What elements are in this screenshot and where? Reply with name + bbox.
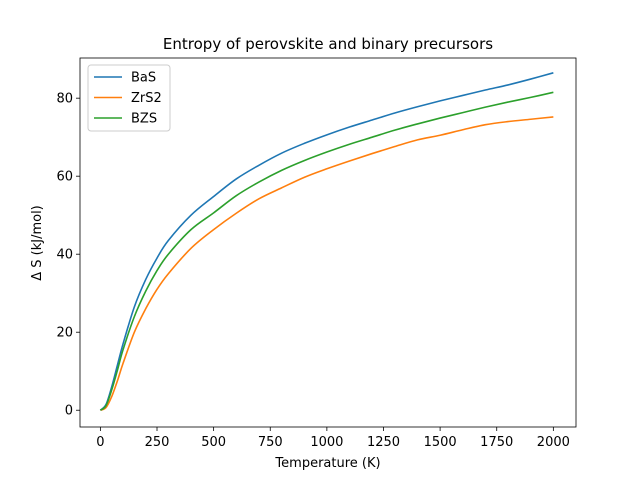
series-line-bzs [99, 91, 554, 411]
x-tick-label: 250 [145, 435, 170, 450]
chart-title: Entropy of perovskite and binary precurs… [163, 35, 493, 53]
x-tick-label: 0 [96, 435, 104, 450]
plot-frame [79, 57, 577, 428]
series-line-bas [99, 72, 554, 411]
x-tick-label: 1250 [367, 435, 400, 450]
y-axis-ticks: 0 20 40 60 80 [56, 92, 80, 419]
y-tick-label: 60 [56, 170, 73, 185]
x-tick-label: 500 [201, 435, 226, 450]
x-tick-label: 1500 [424, 435, 457, 450]
x-axis-label: Temperature (K) [274, 456, 380, 471]
series-line-zrs2 [100, 116, 554, 411]
y-tick-label: 80 [56, 92, 73, 107]
series-layer [99, 72, 554, 411]
y-tick-label: 40 [56, 248, 73, 263]
plot-area [79, 57, 577, 428]
legend-label-bas: BaS [131, 71, 156, 86]
x-tick-label: 750 [258, 435, 283, 450]
x-axis-ticks: 0 250 500 750 1000 1250 1500 1750 2000 [96, 427, 570, 450]
legend: BaS ZrS2 BZS [87, 64, 171, 132]
y-axis-label: Δ S (kJ/mol) [30, 205, 45, 281]
legend-box [87, 64, 171, 132]
x-tick-label: 1750 [480, 435, 513, 450]
x-tick-label: 1000 [310, 435, 343, 450]
y-tick-label: 0 [65, 404, 73, 419]
y-tick-label: 20 [56, 326, 73, 341]
legend-label-bzs: BZS [131, 112, 157, 127]
x-tick-label: 2000 [537, 435, 570, 450]
legend-label-zrs2: ZrS2 [131, 91, 162, 106]
